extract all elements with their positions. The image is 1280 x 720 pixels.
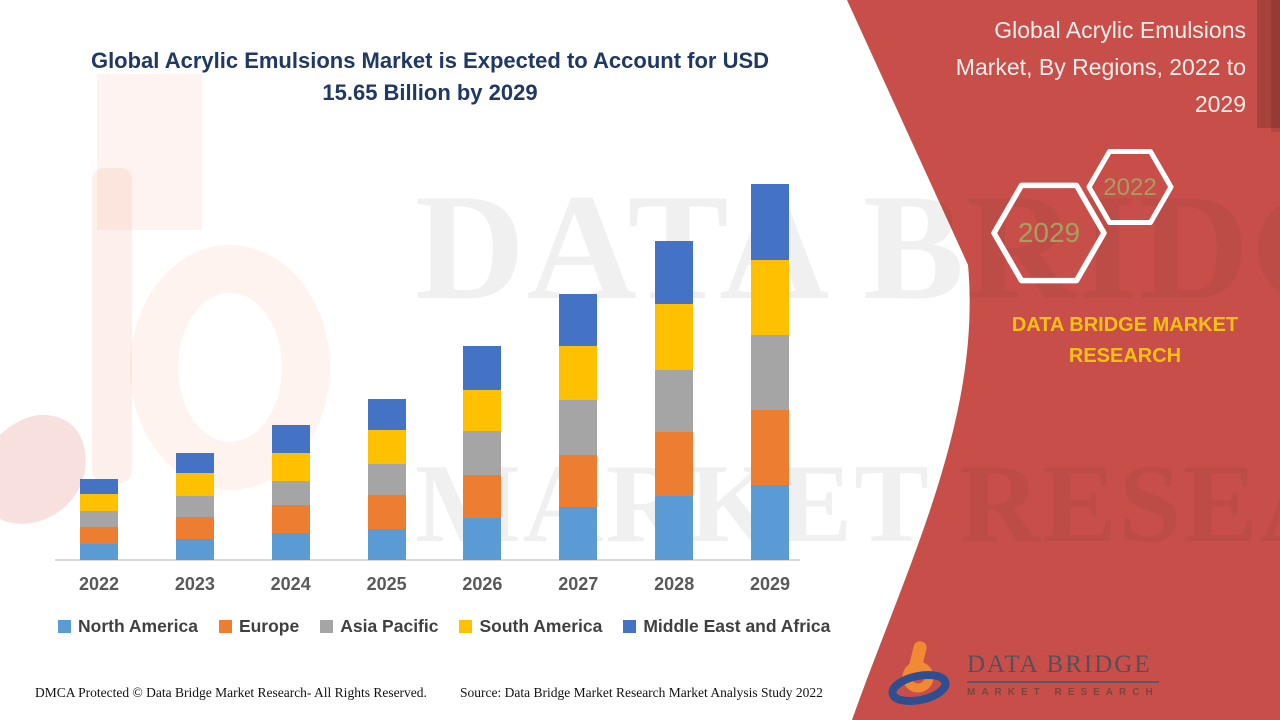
brand-logo-tagline: MARKET RESEARCH: [967, 686, 1159, 698]
bar-segment-2022-middle-east-and-africa: [80, 478, 118, 494]
bar-segment-2024-asia-pacific: [271, 481, 310, 505]
bar-segment-2026-asia-pacific: [463, 431, 502, 475]
bar-segment-2024-south-america: [271, 452, 310, 481]
panel-title-line2: Market, By Regions, 2022 to: [955, 54, 1246, 80]
bar-segment-2023-south-america: [175, 473, 214, 497]
legend-swatch: [320, 620, 334, 633]
x-axis-label-2027: 2027: [558, 574, 599, 594]
bar-segment-2026-south-america: [463, 389, 502, 431]
bar-segment-2026-north-america: [463, 518, 502, 560]
bar-segment-2028-middle-east-and-africa: [655, 241, 694, 305]
bar-segment-2026-middle-east-and-africa: [463, 345, 502, 390]
legend-label: Middle East and Africa: [643, 616, 831, 636]
bar-segment-2028-asia-pacific: [655, 370, 694, 433]
panel-title-line3: 2029: [1194, 91, 1246, 117]
bar-segment-2022-europe: [80, 526, 118, 544]
legend-swatch: [218, 620, 232, 633]
brand-statement-line1: DATA BRIDGE MARKET: [1011, 314, 1239, 336]
bar-segment-2022-asia-pacific: [80, 510, 118, 527]
bar-segment-2029-europe: [751, 410, 789, 486]
bar-segment-2028-europe: [655, 432, 694, 497]
legend-item-europe: Europe: [218, 616, 300, 637]
legend-item-asia-pacific: Asia Pacific: [320, 616, 438, 637]
bar-segment-2027-north-america: [559, 506, 598, 560]
bar-segment-2028-north-america: [655, 496, 694, 560]
bar-segment-2024-north-america: [271, 533, 310, 560]
legend-label: Asia Pacific: [340, 616, 439, 636]
x-axis-line: [55, 559, 800, 561]
bar-segment-2027-south-america: [559, 345, 598, 400]
bar-segment-2025-middle-east-and-africa: [367, 398, 406, 430]
page-title-line1: Global Acrylic Emulsions Market is Expec…: [90, 48, 770, 73]
panel-title-line1: Global Acrylic Emulsions: [994, 17, 1246, 43]
watermark-text-line1: DATA BRIDGE: [415, 163, 1280, 331]
legend-item-south-america: South America: [459, 616, 602, 637]
bar-segment-2025-north-america: [367, 529, 406, 560]
bar-segment-2029-asia-pacific: [751, 335, 789, 411]
legend-swatch: [58, 620, 71, 633]
page-title: Global Acrylic Emulsions Market is Expec…: [80, 45, 780, 109]
brand-logo: DATA BRIDGE MARKET RESEARCH: [885, 638, 1159, 710]
bar-segment-2023-asia-pacific: [175, 496, 214, 517]
x-axis-label-2024: 2024: [270, 574, 311, 594]
corner-shade: [1257, 0, 1280, 128]
bar-segment-2022-south-america: [80, 493, 118, 511]
data-bridge-logo-icon: [888, 641, 950, 706]
legend-label: Europe: [238, 616, 300, 636]
x-axis-label-2028: 2028: [654, 574, 695, 594]
legend-item-middle-east-and-africa: Middle East and Africa: [623, 616, 830, 637]
x-axis-label-2023: 2023: [174, 574, 215, 594]
brand-statement: DATA BRIDGE MARKET RESEARCH: [1000, 310, 1250, 372]
brand-statement-line2: RESEARCH: [1068, 345, 1182, 367]
x-axis-label-2026: 2026: [462, 574, 503, 594]
hexagon-2029-shape: [991, 182, 1107, 284]
bar-segment-2026-europe: [463, 474, 502, 518]
source-notice: Source: Data Bridge Market Research Mark…: [460, 685, 823, 700]
year-hexagons: 2029 2022: [991, 149, 1174, 284]
bar-segment-2023-middle-east-and-africa: [175, 453, 214, 473]
hexagon-2022-label: 2022: [1103, 174, 1156, 201]
bar-segment-2025-south-america: [367, 429, 406, 464]
bar-segment-2029-middle-east-and-africa: [751, 184, 789, 261]
bar-segment-2023-north-america: [175, 539, 214, 560]
bar-segment-2029-north-america: [751, 485, 789, 560]
x-axis-label-2025: 2025: [366, 574, 407, 594]
logo-watermark-stem: [92, 168, 132, 483]
bar-segment-2023-europe: [175, 517, 214, 540]
watermark-text-line2: MARKET RESEARCH: [415, 442, 1280, 566]
legend-swatch: [459, 620, 473, 633]
x-axis-label-2029: 2029: [749, 574, 791, 594]
legend-swatch: [623, 620, 637, 633]
bar-segment-2027-middle-east-and-africa: [559, 294, 598, 346]
hexagon-2029-label: 2029: [1018, 217, 1080, 248]
bar-segment-2027-europe: [559, 455, 598, 507]
legend-label: South America: [479, 616, 603, 636]
page-title-line2: 15.65 Billion by 2029: [322, 80, 538, 105]
bar-segment-2024-middle-east-and-africa: [271, 424, 310, 453]
legend-item-north-america: North America: [58, 616, 198, 637]
logo-watermark-block: [97, 74, 202, 230]
x-axis-label-2022: 2022: [78, 574, 120, 594]
bar-segment-2025-europe: [367, 494, 406, 529]
brand-logo-name: DATA BRIDGE: [967, 651, 1159, 683]
edge-shade: [1271, 0, 1280, 132]
bar-segment-2025-asia-pacific: [367, 463, 406, 495]
hexagon-2022-shape: [1086, 149, 1174, 225]
bar-segment-2028-south-america: [655, 304, 694, 371]
bar-segment-2027-asia-pacific: [559, 400, 598, 455]
bar-segment-2029-south-america: [751, 260, 789, 336]
chart-legend: North America Europe Asia Pacific South Ame…: [58, 616, 830, 637]
bar-segment-2024-europe: [271, 505, 310, 534]
panel-title: Global Acrylic Emulsions Market, By Regi…: [896, 12, 1246, 123]
bar-segment-2022-north-america: [80, 543, 118, 560]
dmca-notice: DMCA Protected © Data Bridge Market Rese…: [35, 685, 427, 700]
legend-label: North America: [78, 616, 198, 636]
